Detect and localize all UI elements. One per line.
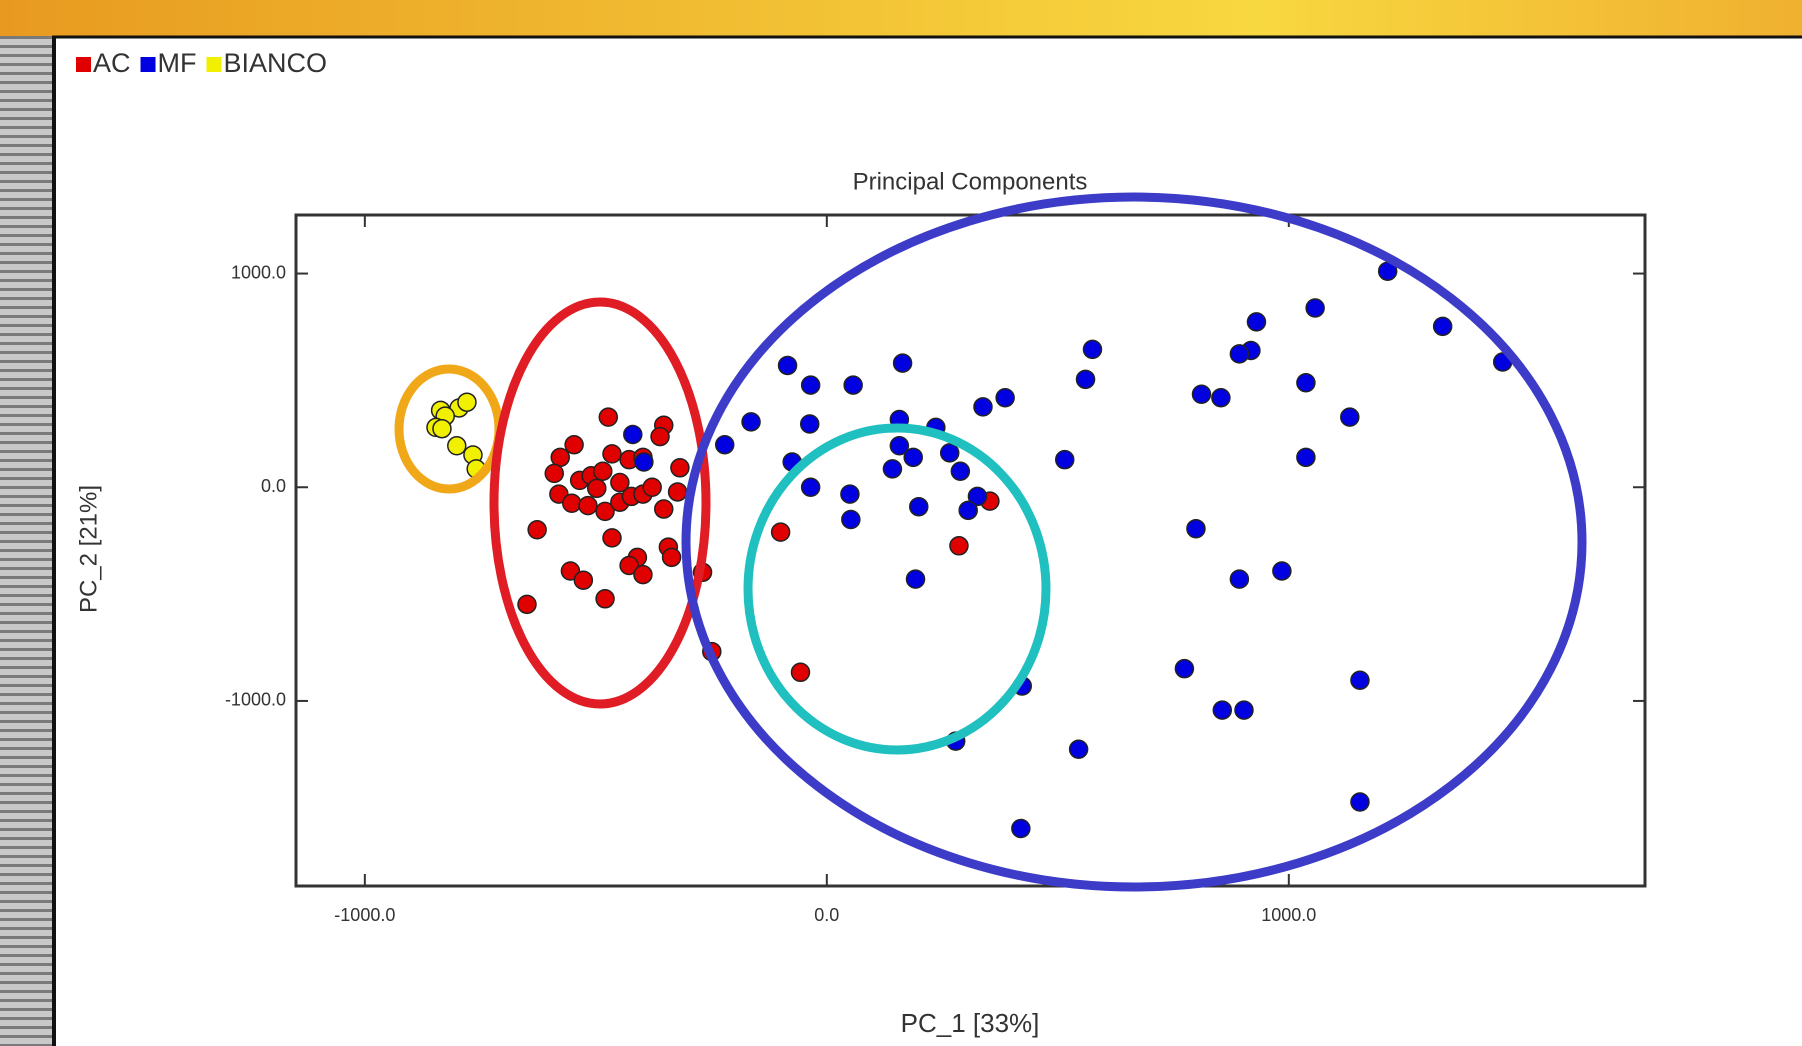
y-tick-label: 1000.0 — [231, 262, 286, 282]
x-tick-label: -1000.0 — [334, 905, 395, 925]
point — [779, 356, 797, 374]
x-tick-label: 0.0 — [814, 905, 839, 925]
point — [1235, 701, 1253, 719]
point — [1192, 385, 1210, 403]
point — [1273, 562, 1291, 580]
point — [1212, 389, 1230, 407]
point — [655, 500, 673, 518]
point — [883, 460, 901, 478]
legend-label: BIANCO — [224, 48, 328, 78]
point — [433, 420, 451, 438]
point — [448, 437, 466, 455]
point — [802, 478, 820, 496]
point — [1351, 671, 1369, 689]
point — [1012, 820, 1030, 838]
x-tick-label: 1000.0 — [1261, 905, 1316, 925]
point — [1070, 740, 1088, 758]
point — [1056, 451, 1074, 469]
legend-label: MF — [158, 48, 197, 78]
point — [565, 436, 583, 454]
x-axis-label: PC_1 [33%] — [901, 1008, 1040, 1038]
point — [1341, 408, 1359, 426]
point — [596, 590, 614, 608]
point — [1175, 660, 1193, 678]
point — [669, 483, 687, 501]
point — [663, 548, 681, 566]
side-photo — [0, 36, 52, 1046]
point — [941, 444, 959, 462]
point — [841, 485, 859, 503]
point — [545, 464, 563, 482]
legend-swatch — [141, 57, 156, 72]
point — [974, 398, 992, 416]
point — [1077, 370, 1095, 388]
point — [910, 498, 928, 516]
point — [1351, 793, 1369, 811]
point — [599, 408, 617, 426]
point — [1297, 374, 1315, 392]
point — [802, 376, 820, 394]
point — [1247, 313, 1265, 331]
point — [904, 448, 922, 466]
point — [579, 497, 597, 515]
point — [624, 425, 642, 443]
point — [458, 393, 476, 411]
legend-label: AC — [93, 48, 131, 78]
point — [791, 663, 809, 681]
plot: -1000.0 0.0 1000.0 -1000.0 0.0 1000.0 — [225, 215, 1645, 925]
point — [1187, 520, 1205, 538]
point — [1434, 317, 1452, 335]
point — [651, 428, 669, 446]
annotation-ellipse — [686, 197, 1582, 887]
point — [634, 566, 652, 584]
point — [1230, 345, 1248, 363]
point — [563, 494, 581, 512]
point — [801, 415, 819, 433]
point — [842, 511, 860, 529]
point — [643, 478, 661, 496]
screenshot: Principal Components PC_1 [33%] PC_2 [21… — [0, 0, 1802, 1046]
point — [716, 436, 734, 454]
chart-title: Principal Components — [853, 168, 1088, 195]
point — [1230, 570, 1248, 588]
point — [611, 474, 629, 492]
point — [950, 537, 968, 555]
point — [959, 501, 977, 519]
point — [1306, 299, 1324, 317]
point — [996, 389, 1014, 407]
point — [1297, 448, 1315, 466]
point — [603, 445, 621, 463]
point — [907, 570, 925, 588]
point — [635, 453, 653, 471]
legend: AC MF BIANCO — [76, 48, 327, 78]
point — [518, 595, 536, 613]
point — [772, 523, 790, 541]
point — [594, 462, 612, 480]
annotation-ellipse — [494, 302, 706, 704]
top-bar — [0, 0, 1802, 36]
point — [951, 462, 969, 480]
point — [574, 571, 592, 589]
point — [894, 354, 912, 372]
point — [588, 479, 606, 497]
point — [1213, 701, 1231, 719]
y-tick-label: -1000.0 — [225, 690, 286, 710]
y-tick-label: 0.0 — [261, 476, 286, 496]
y-axis-label: PC_2 [21%] — [75, 485, 102, 613]
point — [742, 413, 760, 431]
legend-swatch — [207, 57, 222, 72]
point — [844, 376, 862, 394]
point — [1083, 340, 1101, 358]
point — [671, 459, 689, 477]
annotations — [399, 197, 1582, 887]
point — [528, 521, 546, 539]
point — [603, 529, 621, 547]
legend-swatch — [76, 57, 91, 72]
